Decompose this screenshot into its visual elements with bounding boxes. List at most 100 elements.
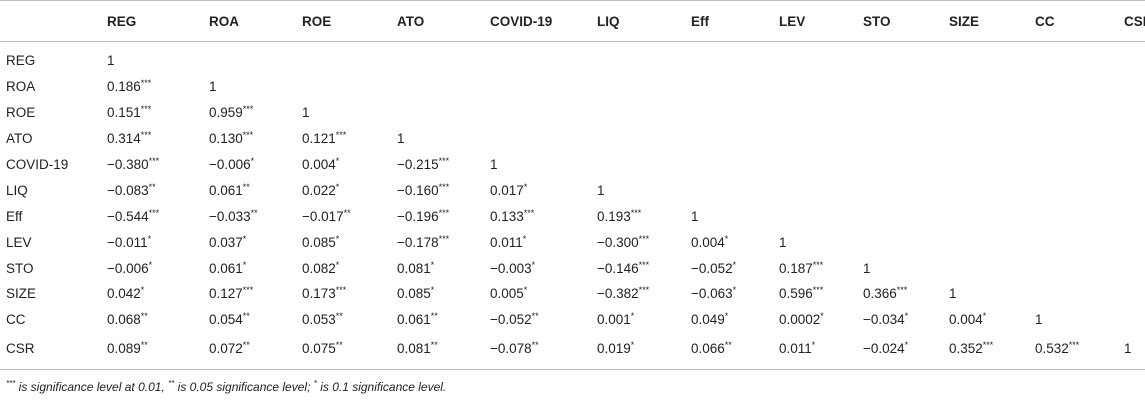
table-cell: 0.049*: [691, 307, 779, 333]
significance-stars: *: [820, 311, 824, 322]
table-cell: 1: [209, 74, 302, 100]
table-cell: [1124, 74, 1145, 100]
cell-value: 0.082: [302, 260, 336, 276]
table-row: SIZE 0.042* 0.127*** 0.173*** 0.085* 0.005* −0…: [0, 281, 1145, 307]
cell-value: 0.314: [107, 131, 141, 147]
significance-stars: *: [724, 233, 729, 244]
correlation-table: REG ROA ROE ATO COVID-19 LIQ Eff LEV STO SIZE CC CS…: [0, 0, 1145, 370]
table-cell: 1: [490, 152, 597, 178]
table-cell: 0.596***: [779, 281, 863, 307]
table-cell: [1124, 307, 1145, 333]
cell-value: −0.006: [209, 157, 251, 172]
cell-value: −0.011: [107, 234, 148, 250]
significance-stars: ***: [335, 285, 347, 296]
table-cell: 0.004*: [949, 307, 1035, 333]
table-cell: [1124, 203, 1145, 229]
table-cell: [1035, 74, 1124, 100]
cell-value: −0.300: [597, 234, 639, 250]
table-row: ATO 0.314*** 0.130*** 0.121*** 1: [0, 126, 1145, 152]
table-cell: [949, 42, 1035, 74]
table-cell: 0.130***: [209, 126, 302, 152]
table-cell: 1: [107, 42, 209, 74]
table-cell: −0.544***: [107, 203, 209, 229]
row-label: LIQ: [6, 182, 28, 198]
table-cell: 0.001*: [597, 307, 691, 333]
significance-stars: *: [904, 340, 909, 351]
footnote-sig2-mark: **: [168, 378, 175, 388]
significance-stars: **: [140, 311, 148, 322]
header-row: REG ROA ROE ATO COVID-19 LIQ Eff LEV STO SIZE CC CS…: [0, 0, 1145, 42]
row-label: CC: [6, 312, 26, 328]
table-cell: 0.082*: [302, 255, 397, 281]
table-cell: [490, 100, 597, 126]
table-cell: [1124, 177, 1145, 203]
table-row: Eff −0.544*** −0.033** −0.017** −0.196*** 0.1…: [0, 203, 1145, 229]
footnote-sig1-mark: ***: [6, 378, 16, 388]
table-cell: 0.011*: [779, 332, 863, 370]
table-cell: −0.078**: [490, 332, 597, 370]
significance-stars: *: [732, 259, 737, 270]
cell-value: −0.033: [209, 208, 251, 224]
table-cell: 0.085*: [302, 229, 397, 255]
table-cell: 1: [302, 100, 397, 126]
cell-value: 1: [1124, 341, 1132, 357]
table-cell: 1: [597, 177, 691, 203]
significance-stars: *: [148, 259, 153, 270]
table-cell: [397, 42, 490, 74]
cell-value: 0.352: [949, 341, 983, 357]
table-cell: 0.072**: [209, 332, 302, 370]
cell-value: −0.146: [597, 260, 639, 276]
footnote-sig3-text: is 0.1 significance level.: [316, 379, 447, 394]
table-cell: [863, 229, 949, 255]
table-row: LIQ −0.083** 0.061** 0.022* −0.160*** 0.017* 1: [0, 177, 1145, 203]
cell-value: −0.034: [863, 312, 905, 328]
cell-value: 0.004: [691, 234, 725, 250]
table-cell: [1035, 255, 1124, 281]
table-cell: −0.196***: [397, 203, 490, 229]
table-cell: 0.022*: [302, 177, 397, 203]
cell-value: −0.078: [490, 341, 532, 357]
cell-value: 1: [490, 157, 498, 172]
cell-value: 0.0002: [779, 312, 821, 328]
significance-stars: ***: [1068, 340, 1080, 351]
significance-stars: **: [343, 207, 351, 218]
significance-stars: **: [531, 311, 539, 322]
cell-value: 0.011: [779, 341, 812, 357]
table-cell: 0.314***: [107, 126, 209, 152]
row-label: STO: [6, 260, 34, 276]
table-cell: [779, 177, 863, 203]
significance-stars: *: [430, 259, 435, 270]
cell-value: 1: [397, 131, 405, 147]
significance-stars: ***: [242, 285, 254, 296]
significance-stars: ***: [638, 285, 650, 296]
column-header: STO: [863, 0, 949, 42]
cell-value: 0.187: [779, 260, 813, 276]
cell-value: 0.089: [107, 341, 141, 357]
table-cell: 0.366***: [863, 281, 949, 307]
table-cell: [397, 74, 490, 100]
significance-stars: **: [430, 311, 438, 322]
table-cell: [949, 229, 1035, 255]
table-cell: 0.186***: [107, 74, 209, 100]
significance-stars: **: [242, 340, 250, 351]
footnote-sig3-mark: *: [313, 378, 317, 388]
cell-value: 1: [209, 79, 217, 95]
significance-stars: **: [335, 340, 343, 351]
table-cell: 0.089**: [107, 332, 209, 370]
row-label: SIZE: [6, 286, 37, 302]
table-cell: [863, 74, 949, 100]
table-cell: −0.380***: [107, 152, 209, 178]
cell-value: 1: [863, 260, 871, 276]
cell-value: −0.006: [107, 260, 149, 276]
table-cell: 0.004*: [302, 152, 397, 178]
column-header: ROE: [302, 0, 397, 42]
table-row: LEV −0.011* 0.037* 0.085* −0.178*** 0.011* −0.…: [0, 229, 1145, 255]
footnote-sig2-text: is 0.05 significance level;: [174, 379, 314, 394]
table-cell: 1: [691, 203, 779, 229]
column-header: Eff: [691, 0, 779, 42]
table-cell: [949, 74, 1035, 100]
table-cell: −0.034*: [863, 307, 949, 333]
table-cell: [691, 177, 779, 203]
table-cell: [863, 42, 949, 74]
cell-value: 0.066: [691, 341, 725, 357]
